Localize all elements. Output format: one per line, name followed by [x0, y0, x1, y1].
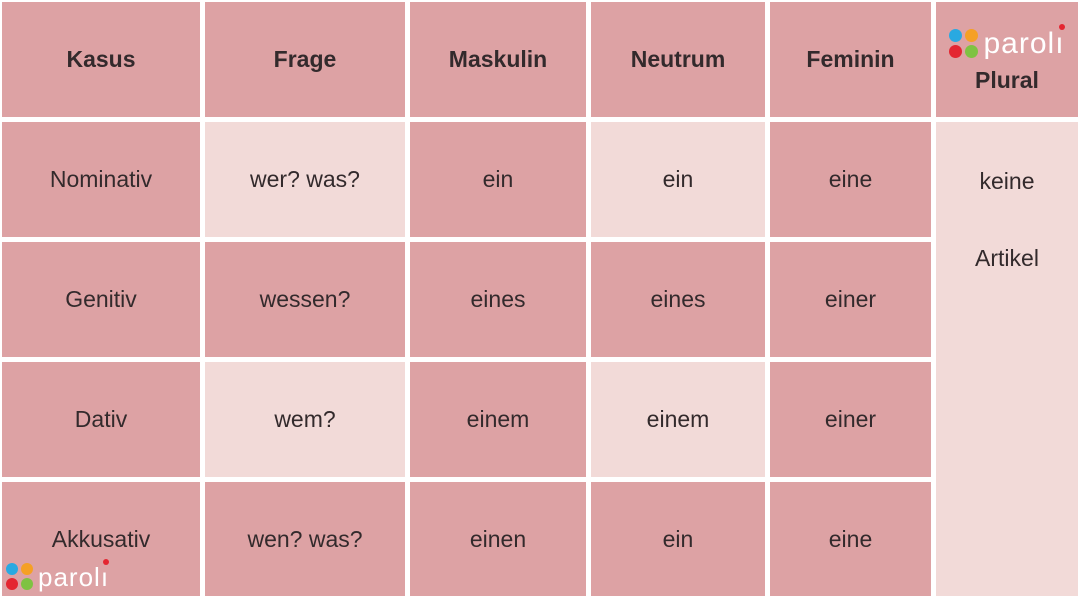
paroli-wordmark-i: ı	[1055, 27, 1065, 60]
header-maskulin: Maskulin	[410, 2, 586, 117]
cell-feminin-akkusativ: eine	[770, 482, 931, 596]
dot-green-icon	[965, 44, 979, 58]
dot-green-icon	[21, 577, 33, 590]
cell-kasus-nominativ: Nominativ	[2, 122, 200, 237]
cell-neutrum-genitiv: eines	[591, 242, 765, 357]
cell-neutrum-dativ: einem	[591, 362, 765, 477]
cell-kasus-dativ: Dativ	[2, 362, 200, 477]
cell-neutrum-nominativ: ein	[591, 122, 765, 237]
header-plural: parolı Plural	[936, 2, 1078, 117]
paroli-wordmark-stem: parol	[983, 27, 1056, 60]
paroli-wordmark-stem: parol	[38, 562, 101, 592]
paroli-i-dot-icon	[1058, 24, 1065, 30]
cell-frage-genitiv: wessen?	[205, 242, 405, 357]
cell-feminin-genitiv: einer	[770, 242, 931, 357]
dot-orange-icon	[21, 562, 33, 575]
paroli-logo: parolı	[6, 559, 110, 592]
dot-red-icon	[6, 577, 18, 590]
cell-frage-nominativ: wer? was?	[205, 122, 405, 237]
header-neutrum: Neutrum	[591, 2, 765, 117]
plural-cell-line1: keine	[979, 168, 1035, 194]
dot-red-icon	[949, 44, 963, 58]
header-kasus: Kasus	[2, 2, 200, 117]
cell-kasus-genitiv: Genitiv	[2, 242, 200, 357]
header-feminin: Feminin	[770, 2, 931, 117]
cell-maskulin-genitiv: eines	[410, 242, 586, 357]
cell-plural-keine-artikel: keine Artikel	[936, 122, 1078, 596]
cell-frage-akkusativ: wen? was?	[205, 482, 405, 596]
cell-maskulin-dativ: einem	[410, 362, 586, 477]
paroli-wordmark-i: ı	[100, 562, 110, 592]
paroli-dots-icon	[6, 562, 33, 590]
dot-blue-icon	[6, 562, 18, 575]
cell-neutrum-akkusativ: ein	[591, 482, 765, 596]
paroli-dots-icon	[949, 28, 979, 58]
paroli-i-dot-icon	[103, 559, 110, 565]
cell-feminin-nominativ: eine	[770, 122, 931, 237]
cell-kasus-akkusativ: Akkusativ	[2, 482, 200, 596]
cell-frage-dativ: wem?	[205, 362, 405, 477]
paroli-wordmark: parolı	[983, 24, 1065, 60]
paroli-wordmark: parolı	[38, 559, 110, 592]
dot-orange-icon	[965, 28, 979, 42]
cell-feminin-dativ: einer	[770, 362, 931, 477]
cell-maskulin-nominativ: ein	[410, 122, 586, 237]
paroli-logo: parolı	[949, 24, 1065, 60]
header-frage: Frage	[205, 2, 405, 117]
cell-maskulin-akkusativ: einen	[410, 482, 586, 596]
header-plural-label: Plural	[975, 67, 1039, 93]
dot-blue-icon	[949, 28, 963, 42]
plural-cell-line2: Artikel	[975, 245, 1039, 271]
